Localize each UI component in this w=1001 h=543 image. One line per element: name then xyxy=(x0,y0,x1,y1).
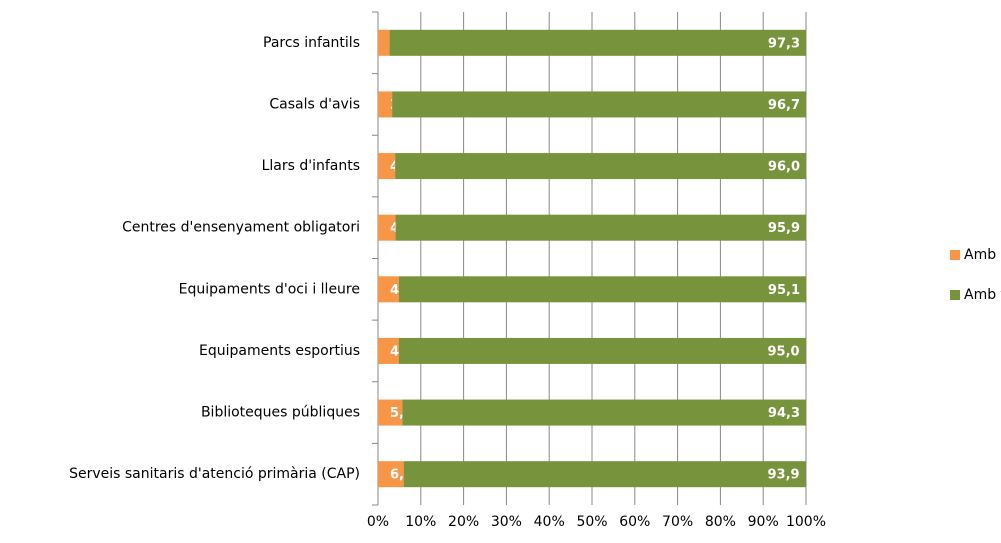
x-tick-label: 80% xyxy=(705,514,736,530)
bar-segment xyxy=(402,399,806,426)
y-tick-label: Llars d'infants xyxy=(262,158,360,174)
bar-segment xyxy=(392,91,806,118)
y-tick-label: Centres d'ensenyament obligatori xyxy=(122,220,360,236)
legend-swatch xyxy=(950,290,960,300)
bar-segment xyxy=(378,276,399,303)
x-tick-label: 20% xyxy=(448,514,479,530)
legend-swatch xyxy=(950,250,960,260)
y-tick-label: Parcs infantils xyxy=(263,35,360,51)
value-label: 96,7 xyxy=(768,98,800,113)
bar-segment xyxy=(378,337,399,364)
y-tick-label: Biblioteques públiques xyxy=(201,405,360,421)
legend-label: Amb facilitat xyxy=(964,287,1001,303)
x-tick-label: 10% xyxy=(405,514,436,530)
x-tick-label: 0% xyxy=(367,514,389,530)
value-label: 95,1 xyxy=(768,283,800,298)
x-tick-label: 30% xyxy=(491,514,522,530)
bar-segment xyxy=(389,29,806,56)
value-label: 93,9 xyxy=(767,468,799,483)
bar-segment xyxy=(398,276,806,303)
bar-segment xyxy=(403,461,806,488)
value-label: 95,0 xyxy=(767,344,799,359)
bar-segment xyxy=(378,29,390,56)
value-label: 96,0 xyxy=(768,160,800,175)
value-label: 97,3 xyxy=(768,36,800,51)
value-label: 94,3 xyxy=(768,406,800,421)
bar-segment xyxy=(398,337,806,364)
bar-segment xyxy=(378,399,403,426)
bar-segment xyxy=(378,214,396,241)
y-tick-label: Equipaments d'oci i lleure xyxy=(179,281,360,297)
y-tick-label: Casals d'avis xyxy=(269,96,360,112)
y-tick-label: Equipaments esportius xyxy=(199,343,360,359)
bar-segment xyxy=(395,214,806,241)
bar-segment xyxy=(395,153,806,180)
x-tick-label: 70% xyxy=(662,514,693,530)
x-tick-label: 50% xyxy=(576,514,607,530)
bar-segment xyxy=(378,461,404,488)
x-tick-label: 40% xyxy=(534,514,565,530)
x-tick-label: 60% xyxy=(619,514,650,530)
x-tick-label: 100% xyxy=(786,514,826,530)
bar-segment xyxy=(378,153,396,180)
bar-segment xyxy=(378,91,393,118)
x-tick-label: 90% xyxy=(748,514,779,530)
legend-label: Amb dificultat xyxy=(964,247,1001,263)
y-tick-label: Serveis sanitaris d'atenció primària (CA… xyxy=(69,466,360,482)
value-label: 95,9 xyxy=(768,221,800,236)
